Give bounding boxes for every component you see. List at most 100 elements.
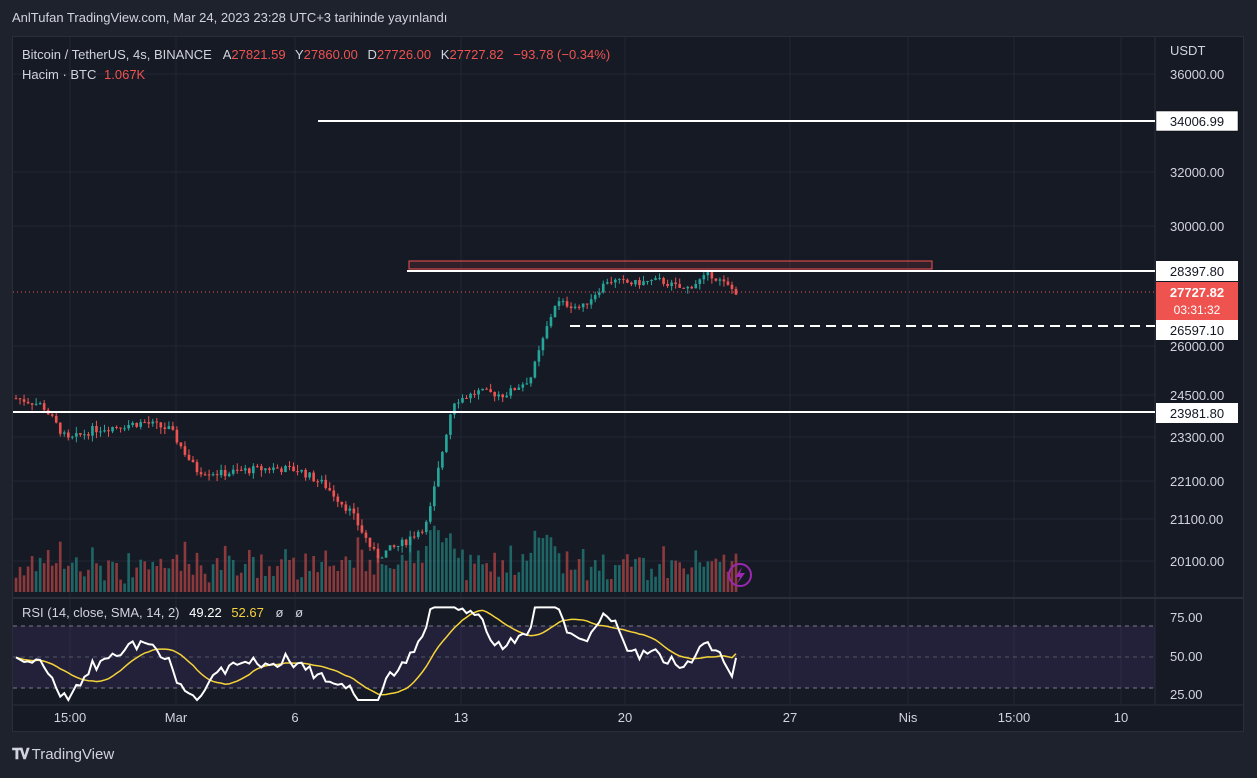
brand-name: TradingView xyxy=(31,746,115,763)
volume-bar xyxy=(215,558,219,592)
candle-body xyxy=(264,468,267,471)
volume-bar xyxy=(22,575,26,592)
candle-body xyxy=(175,429,179,443)
candle-body xyxy=(646,281,649,283)
chart-frame[interactable] xyxy=(12,36,1244,732)
volume-bar xyxy=(545,534,549,592)
volume-bar xyxy=(541,538,545,592)
current-price-tag: 27727.82 03:31:32 xyxy=(1156,282,1238,320)
candle-body xyxy=(449,414,452,435)
volume-bar xyxy=(597,570,601,592)
candle-body xyxy=(549,316,553,327)
candle-body xyxy=(481,388,484,391)
volume-bar xyxy=(66,565,70,592)
candle-body xyxy=(408,536,412,546)
candle-body xyxy=(191,459,195,463)
volume-bar xyxy=(485,563,488,592)
volume-bar xyxy=(151,561,155,592)
time-tick: 10 xyxy=(1114,710,1128,725)
candle-body xyxy=(537,350,541,362)
candle-body xyxy=(420,531,424,533)
candle-body xyxy=(730,284,734,289)
legend-low: 27726.00 xyxy=(377,47,431,62)
volume-bar xyxy=(352,567,356,592)
candle-body xyxy=(457,402,460,404)
volume-bar xyxy=(256,577,259,592)
candle-body xyxy=(412,536,416,538)
legend-low-label: D xyxy=(368,47,377,62)
volume-bar xyxy=(666,577,669,592)
candle-body xyxy=(364,532,368,538)
candle-body xyxy=(698,279,702,285)
candle-body xyxy=(296,471,299,473)
volume-bar xyxy=(119,579,122,592)
candle-body xyxy=(529,377,533,384)
candle-body xyxy=(453,403,456,415)
volume-bar xyxy=(396,564,400,592)
candle-body xyxy=(469,393,472,399)
candle-body xyxy=(581,303,585,308)
candle-body xyxy=(541,338,545,351)
candle-body xyxy=(356,513,360,526)
volume-bar xyxy=(280,559,283,592)
price-tick: 32000.00 xyxy=(1170,165,1224,180)
volume-bar xyxy=(477,555,480,592)
candle-body xyxy=(280,468,283,473)
candle-body xyxy=(14,398,18,400)
rsi-line xyxy=(15,606,737,703)
volume-bar xyxy=(404,560,408,592)
volume-bar xyxy=(26,566,30,592)
volume-bar xyxy=(276,566,279,592)
candle-body xyxy=(642,281,645,286)
candle-body xyxy=(111,426,114,432)
candle-body xyxy=(223,469,227,477)
volume-bar xyxy=(424,545,428,592)
candle-body xyxy=(585,303,589,305)
volume-bar xyxy=(690,567,694,592)
candle-body xyxy=(489,389,492,393)
candle-body xyxy=(706,272,710,276)
rsi-tick-75: 75.00 xyxy=(1170,610,1203,625)
volume-bar xyxy=(131,577,134,592)
lightning-icon[interactable] xyxy=(728,563,752,587)
candle-body xyxy=(388,545,392,551)
publish-caption: AnlTufan TradingView.com, Mar 24, 2023 2… xyxy=(12,10,448,25)
candle-body xyxy=(235,469,239,471)
candle-body xyxy=(95,426,98,433)
volume-bar xyxy=(38,557,42,592)
candle-body xyxy=(416,531,420,537)
candle-body xyxy=(626,279,629,283)
candle-body xyxy=(340,501,344,505)
candle-body xyxy=(437,467,440,487)
volume-bar xyxy=(316,572,319,592)
candle-body xyxy=(195,462,199,473)
volume-bar xyxy=(308,570,311,592)
volume-bar xyxy=(272,576,275,592)
volume-bar xyxy=(714,558,718,592)
volume-bar xyxy=(630,566,633,592)
candle-body xyxy=(485,388,488,390)
volume-bar xyxy=(682,568,686,592)
legend-change: −93.78 (−0.34%) xyxy=(513,47,610,62)
level-label-34006: 34006.99 xyxy=(1155,110,1239,132)
candle-body xyxy=(171,426,175,430)
volume-bar xyxy=(99,565,102,592)
volume-bar xyxy=(449,533,452,592)
candle-body xyxy=(561,301,565,303)
volume-bar xyxy=(718,561,722,592)
candle-body xyxy=(433,486,436,507)
volume-bar xyxy=(195,552,199,592)
candle-body xyxy=(119,427,122,429)
candle-body xyxy=(569,306,573,309)
candle-body xyxy=(256,466,259,468)
rsi-legend-extra2: ø xyxy=(295,605,303,620)
volume-bar xyxy=(549,537,553,592)
candle-body xyxy=(62,432,66,434)
candle-body xyxy=(187,454,191,460)
volume-bar xyxy=(50,565,54,592)
volume-bar xyxy=(243,564,247,592)
level-label-23981: 23981.80 xyxy=(1156,403,1238,423)
candle-body xyxy=(304,469,307,478)
price-tick: 26000.00 xyxy=(1170,339,1224,354)
